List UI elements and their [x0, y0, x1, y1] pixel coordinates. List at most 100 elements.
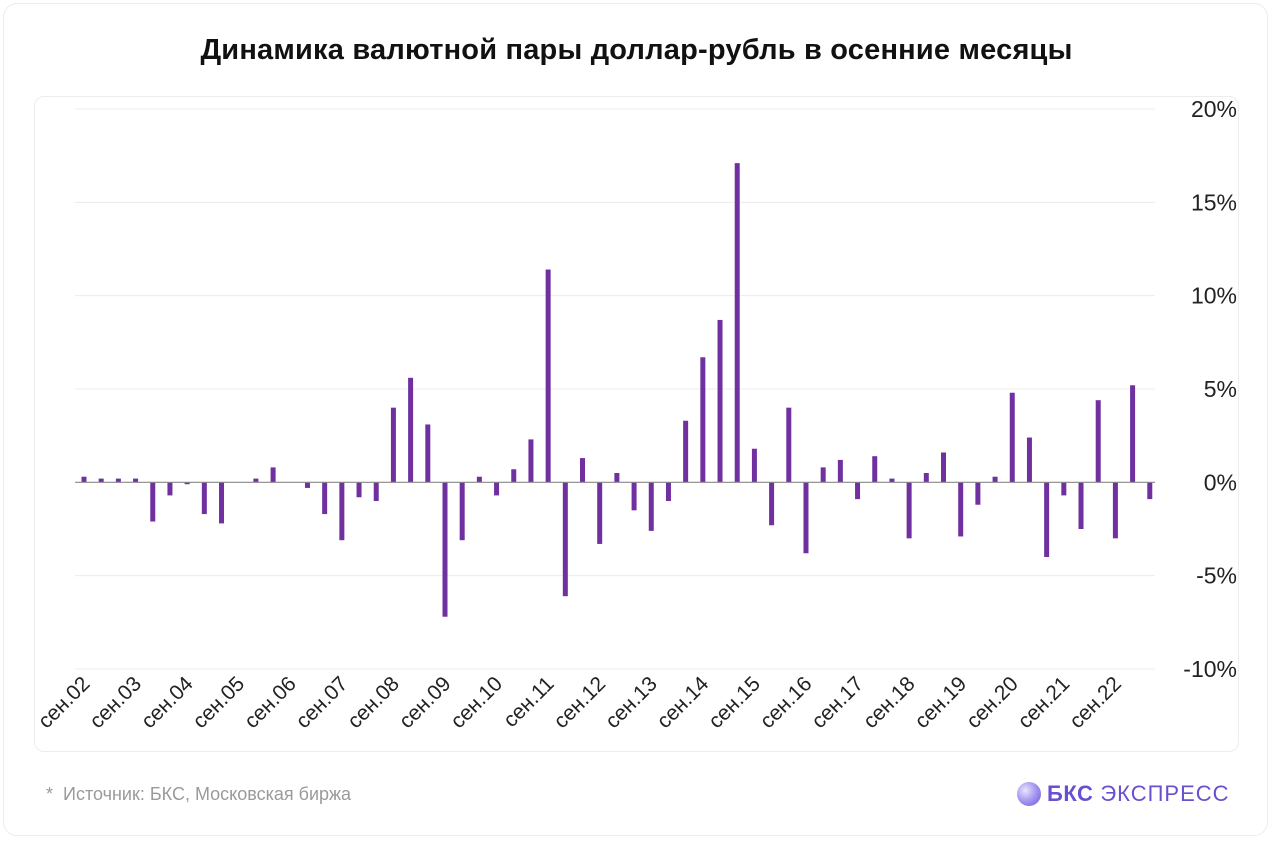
- bar-окт.18: [923, 473, 929, 483]
- bar-ноя.22: [1147, 482, 1153, 500]
- bar-окт.16: [820, 467, 826, 483]
- x-tick-label: сен.07: [292, 672, 353, 733]
- bar-сен.04: [184, 482, 190, 485]
- bar-сен.14: [700, 357, 706, 483]
- footnote-star: *: [46, 784, 54, 804]
- bar-окт.20: [1026, 437, 1032, 483]
- x-tick-label: сен.16: [756, 672, 817, 733]
- bar-сен.22: [1112, 482, 1118, 539]
- x-tick-label: сен.09: [395, 672, 456, 733]
- y-tick-label: 5%: [1204, 376, 1237, 402]
- bar-сен.15: [751, 448, 757, 483]
- y-tick-label: 0%: [1204, 469, 1237, 495]
- bar-сен.19: [958, 482, 964, 537]
- bar-ноя.15: [786, 407, 792, 483]
- bar-сен.18: [906, 482, 912, 539]
- bar-сен.13: [648, 482, 654, 531]
- y-tick-label: 20%: [1191, 96, 1237, 122]
- bar-ноя.19: [992, 476, 998, 483]
- bar-ноя.14: [734, 163, 740, 483]
- bar-ноя.10: [528, 439, 534, 483]
- bar-ноя.20: [1044, 482, 1050, 557]
- brand-suffix: ЭКСПРЕСС: [1100, 781, 1230, 806]
- bar-окт.03: [150, 482, 156, 522]
- bks-sphere-logo-icon: [1017, 782, 1041, 806]
- bar-ноя.11: [580, 458, 586, 483]
- bar-окт.19: [975, 482, 981, 505]
- bar-сен.20: [1009, 392, 1015, 483]
- x-tick-label: сен.03: [85, 672, 146, 733]
- bar-ноя.21: [1095, 400, 1101, 483]
- x-tick-label: сен.14: [653, 672, 714, 733]
- x-tick-label: сен.08: [343, 672, 404, 733]
- bar-ноя.18: [941, 452, 946, 483]
- x-tick-label: сен.04: [137, 672, 198, 733]
- x-tick-label: сен.19: [910, 672, 971, 733]
- x-tick-label: сен.05: [188, 672, 249, 733]
- bar-сен.09: [442, 482, 448, 617]
- bar-окт.22: [1130, 385, 1136, 483]
- bar-сен.07: [339, 482, 345, 541]
- bar-окт.08: [408, 377, 414, 483]
- x-tick-label: сен.17: [807, 672, 868, 733]
- bar-ноя.07: [373, 482, 379, 501]
- grid-lines: [75, 108, 1155, 670]
- bar-ноя.02: [115, 478, 121, 483]
- bar-окт.07: [356, 482, 362, 498]
- bar-сен.02: [81, 476, 87, 483]
- chart-panel: [34, 96, 1239, 752]
- bar-окт.10: [511, 469, 517, 483]
- bar-окт.15: [769, 482, 775, 526]
- bar-сен.08: [390, 407, 396, 483]
- x-tick-label: сен.18: [859, 672, 920, 733]
- x-tick-label: сен.11: [499, 672, 559, 732]
- bar-ноя.05: [270, 467, 276, 483]
- bar-окт.13: [665, 482, 671, 501]
- bar-окт.02: [98, 478, 104, 483]
- bar-окт.14: [717, 319, 723, 483]
- x-tick-label: сен.21: [1014, 672, 1075, 733]
- bar-окт.11: [562, 482, 568, 597]
- bar-сен.10: [494, 482, 500, 496]
- bar-сен.16: [803, 482, 809, 554]
- bar-сен.11: [545, 269, 551, 483]
- x-tick-label: сен.10: [446, 672, 507, 733]
- x-tick-label: сен.15: [704, 672, 765, 733]
- card-frame: [3, 3, 1268, 836]
- bar-сен.17: [855, 482, 861, 500]
- bar-окт.04: [201, 482, 207, 515]
- x-tick-label: сен.20: [962, 672, 1023, 733]
- bar-окт.05: [253, 478, 259, 483]
- bar-ноя.13: [683, 420, 689, 483]
- bar-ноя.16: [837, 459, 843, 483]
- bar-окт.06: [304, 482, 310, 488]
- y-tick-label: 15%: [1191, 189, 1237, 215]
- brand-name: БКС: [1047, 781, 1094, 806]
- bar-окт.12: [614, 473, 620, 483]
- bar-ноя.17: [889, 478, 895, 483]
- bar-ноя.12: [631, 482, 637, 511]
- bar-ноя.06: [322, 482, 328, 515]
- bar-сен.12: [597, 482, 603, 544]
- bar-окт.21: [1078, 482, 1084, 529]
- y-tick-label: -10%: [1183, 656, 1237, 682]
- bar-ноя.03: [167, 482, 173, 496]
- bar-окт.09: [459, 482, 465, 541]
- y-axis-ticks: 20% 15% 10% 5% 0% -5% -10%: [1183, 96, 1237, 682]
- source-note: * Источник: БКС, Московская биржа: [46, 784, 351, 805]
- x-axis-ticks: сен.02сен.03сен.04сен.05сен.06сен.07сен.…: [34, 672, 1126, 733]
- x-tick-label: сен.13: [601, 672, 662, 733]
- x-tick-label: сен.02: [34, 672, 95, 733]
- x-tick-label: сен.12: [549, 672, 610, 733]
- source-text: Источник: БКС, Московская биржа: [63, 784, 352, 804]
- bars: [81, 163, 1153, 617]
- bar-сен.21: [1061, 482, 1067, 496]
- chart-title: Динамика валютной пары доллар-рубль в ос…: [200, 34, 1073, 66]
- y-tick-label: -5%: [1196, 563, 1237, 589]
- bar-ноя.04: [219, 482, 225, 524]
- bar-сен.03: [133, 478, 139, 483]
- bar-ноя.08: [425, 424, 431, 483]
- x-tick-label: сен.06: [240, 672, 301, 733]
- y-tick-label: 10%: [1191, 283, 1237, 309]
